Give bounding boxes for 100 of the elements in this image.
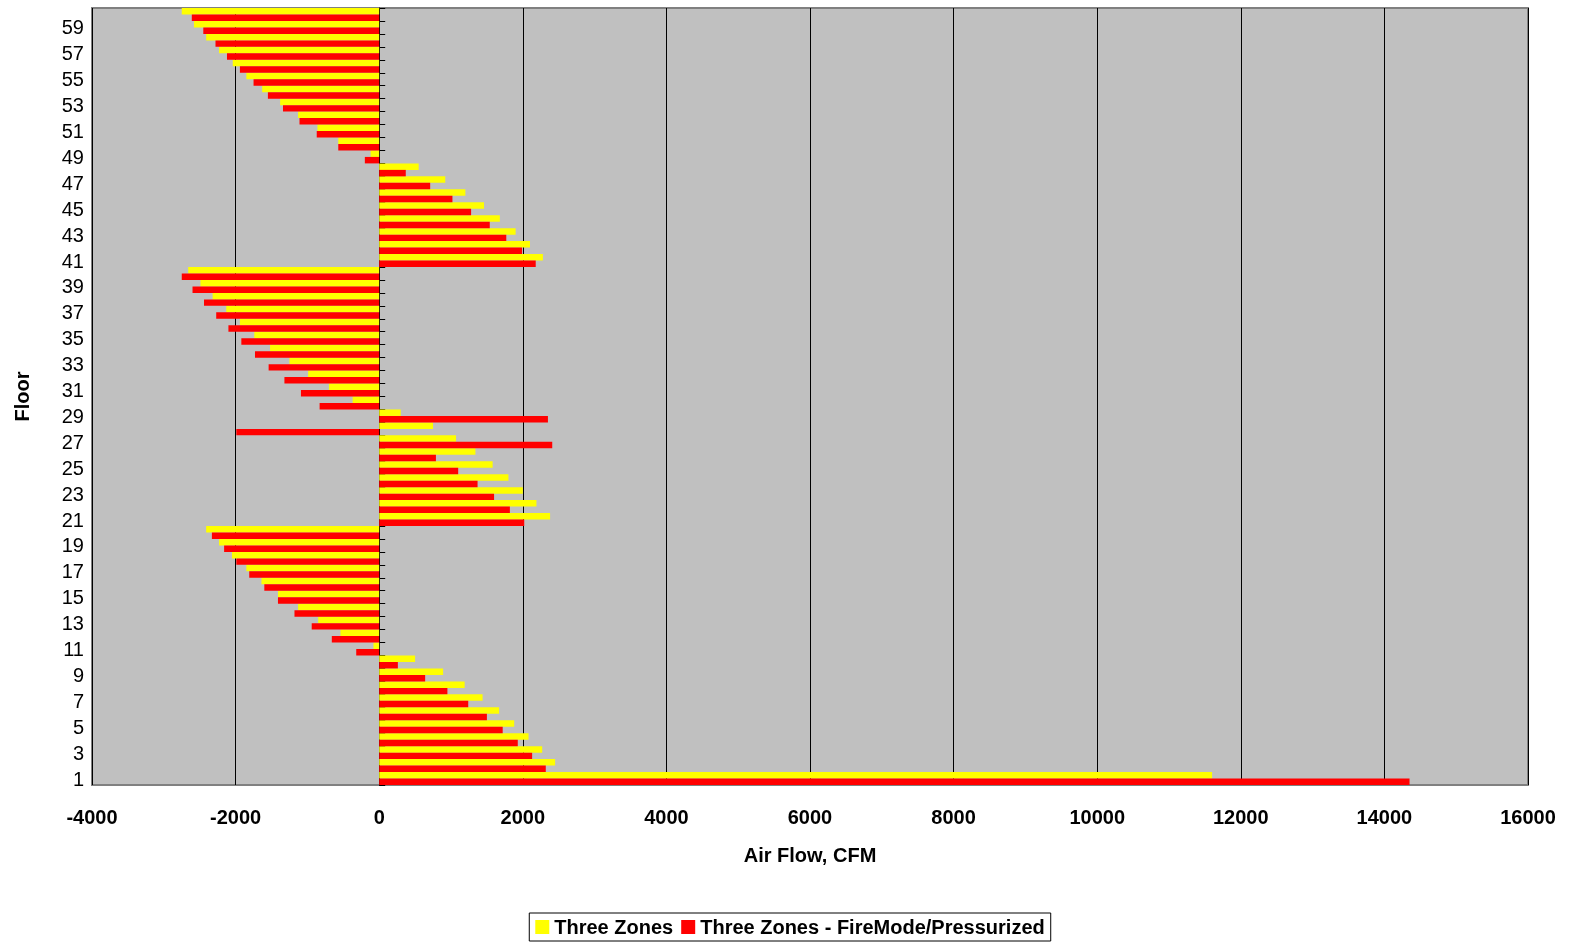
bar (379, 221, 490, 229)
bar (254, 331, 380, 339)
bar (379, 241, 530, 248)
bar (379, 519, 525, 526)
bar (340, 629, 380, 637)
bar (192, 286, 380, 293)
x-tick-label: -2000 (210, 806, 262, 828)
bar (298, 603, 380, 611)
x-tick-label: 2000 (500, 806, 546, 828)
bar (249, 571, 380, 578)
bar (379, 681, 465, 688)
y-tick-label: 19 (61, 534, 84, 557)
bar (232, 551, 380, 559)
bar (379, 448, 476, 455)
bar (379, 513, 551, 520)
bar (379, 454, 436, 462)
y-tick-label: 11 (63, 638, 84, 661)
bar (300, 390, 380, 397)
bar (277, 597, 380, 604)
bar (379, 739, 518, 747)
bar (318, 616, 380, 624)
y-tick-label: 7 (72, 689, 84, 712)
bar (193, 20, 380, 28)
bar (232, 59, 380, 67)
bar (236, 558, 380, 565)
bar (379, 254, 543, 261)
bar (226, 53, 380, 60)
bar (379, 694, 483, 701)
y-tick-label: 49 (61, 145, 84, 168)
bar (236, 428, 380, 436)
bar (246, 564, 380, 572)
bar (379, 759, 556, 766)
x-tick-label: 10000 (1069, 806, 1126, 828)
bar (379, 195, 453, 203)
y-tick-label: 21 (61, 508, 84, 531)
y-tick-label: 27 (61, 430, 84, 453)
bar (379, 461, 493, 468)
bar (379, 422, 434, 429)
bar (191, 14, 380, 21)
bar (379, 247, 523, 255)
bar (379, 733, 529, 740)
y-tick-label: 43 (61, 223, 84, 246)
legend-label: Three Zones (554, 916, 674, 938)
bar (379, 746, 543, 753)
x-tick-label: -4000 (66, 806, 118, 828)
bar (379, 752, 533, 760)
bar (379, 260, 536, 267)
x-axis-title: Air Flow, CFM (743, 844, 877, 866)
bar (298, 111, 380, 119)
bar (379, 474, 509, 481)
y-tick-label: 31 (61, 379, 84, 402)
bar (379, 713, 487, 721)
x-tick-label: 6000 (787, 806, 833, 828)
y-tick-label: 53 (61, 94, 84, 117)
y-tick-label: 39 (61, 275, 84, 298)
y-tick-label: 59 (61, 16, 84, 39)
bar (299, 118, 380, 125)
bar (379, 493, 495, 501)
y-tick-label: 51 (61, 120, 84, 143)
bar (282, 105, 380, 112)
y-tick-label: 23 (61, 482, 84, 505)
bar (379, 169, 406, 177)
bar (289, 357, 380, 365)
y-tick-label: 1 (72, 767, 84, 790)
y-tick-label: 41 (61, 249, 84, 272)
y-tick-label: 35 (61, 327, 84, 350)
bar (311, 623, 380, 630)
bar (379, 700, 469, 708)
bar (379, 661, 398, 669)
y-tick-label: 17 (61, 560, 84, 583)
bar (379, 467, 459, 475)
bar (211, 532, 380, 539)
bar (379, 441, 553, 449)
bar (317, 124, 380, 132)
bar (379, 778, 1410, 785)
bar (212, 292, 380, 300)
bar (319, 402, 380, 410)
bar (379, 480, 478, 488)
bar (379, 674, 426, 682)
y-tick-label: 47 (61, 171, 84, 194)
bar (264, 584, 380, 591)
bar (379, 720, 515, 727)
y-tick-label: 5 (72, 715, 84, 738)
bar (379, 687, 448, 695)
x-tick-label: 4000 (644, 806, 689, 828)
bar (379, 215, 500, 222)
y-tick-label: 33 (61, 353, 84, 376)
bar (188, 267, 380, 274)
y-axis-title: Floor (11, 371, 33, 422)
x-tick-label: 16000 (1500, 806, 1556, 828)
bar (352, 396, 380, 403)
bar (379, 208, 472, 216)
bar (219, 538, 380, 546)
y-tick-label: 13 (61, 612, 84, 635)
y-tick-label: 9 (72, 663, 84, 686)
bar (338, 137, 380, 144)
bar (379, 202, 485, 209)
bar (379, 707, 500, 714)
y-tick-label: 37 (61, 301, 84, 324)
bar (373, 642, 380, 650)
